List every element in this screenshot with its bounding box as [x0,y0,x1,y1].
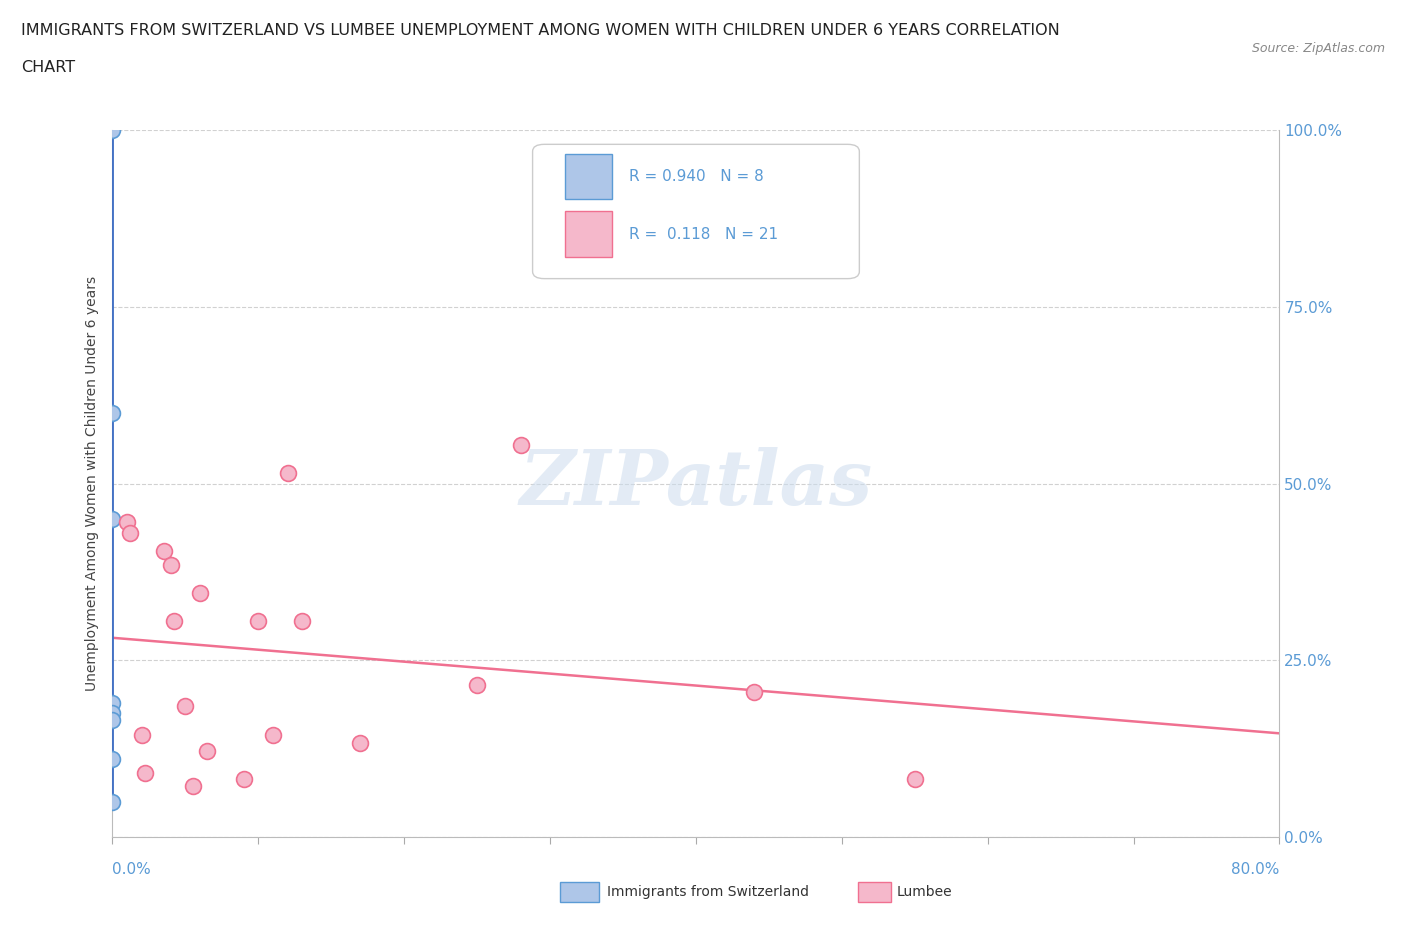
Point [509,437,531,452]
Point [188,586,211,601]
Point [101,123,124,138]
Point [131,727,153,742]
FancyBboxPatch shape [533,144,859,279]
Text: Immigrants from Switzerland: Immigrants from Switzerland [607,884,810,899]
Point [349,736,371,751]
Point [118,525,141,540]
Point [174,698,197,713]
Point [152,543,174,558]
Point [163,614,186,629]
Text: ZIPatlas: ZIPatlas [519,446,873,521]
Point [101,706,124,721]
Point [101,713,124,728]
Point [160,557,183,572]
Point [134,766,156,781]
Point [232,772,254,787]
Point [101,512,124,526]
Point [101,405,124,420]
Point [742,684,765,699]
Text: Lumbee: Lumbee [897,884,953,899]
Text: 0.0%: 0.0% [112,862,152,877]
Point [904,772,927,787]
Point [101,794,124,809]
Point [262,727,284,742]
Text: CHART: CHART [21,60,75,75]
Point [291,614,314,629]
Point [101,751,124,766]
Point [465,678,488,693]
Text: Source: ZipAtlas.com: Source: ZipAtlas.com [1251,42,1385,55]
Point [115,515,138,530]
FancyBboxPatch shape [565,153,612,199]
Point [247,614,270,629]
Point [181,778,204,793]
Point [276,466,298,481]
Point [101,696,124,711]
FancyBboxPatch shape [565,211,612,258]
Text: 80.0%: 80.0% [1232,862,1279,877]
Text: R =  0.118   N = 21: R = 0.118 N = 21 [630,227,779,242]
Text: R = 0.940   N = 8: R = 0.940 N = 8 [630,169,765,184]
Point [195,743,218,758]
Y-axis label: Unemployment Among Women with Children Under 6 years: Unemployment Among Women with Children U… [86,276,100,691]
Text: IMMIGRANTS FROM SWITZERLAND VS LUMBEE UNEMPLOYMENT AMONG WOMEN WITH CHILDREN UND: IMMIGRANTS FROM SWITZERLAND VS LUMBEE UN… [21,23,1060,38]
